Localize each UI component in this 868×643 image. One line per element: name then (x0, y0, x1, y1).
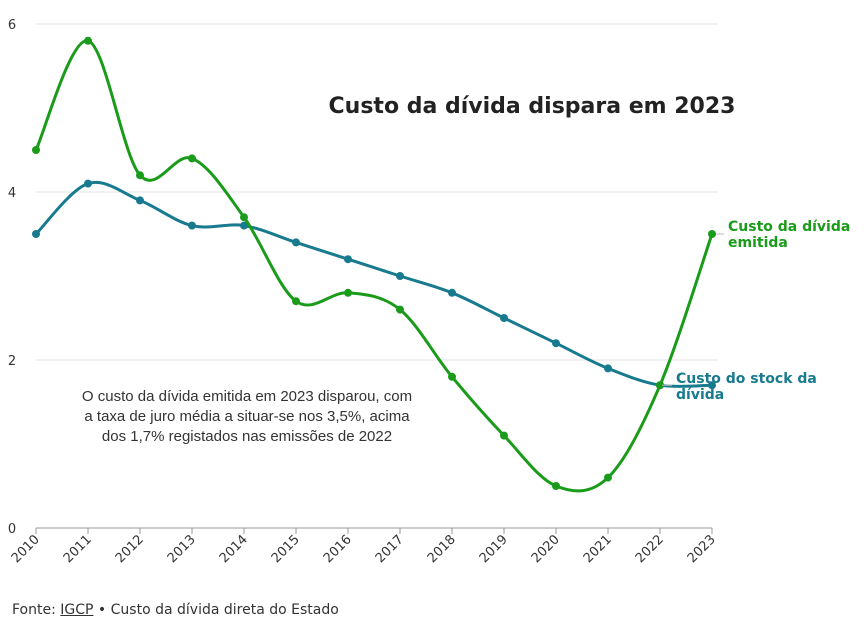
x-tick-label: 2013 (165, 532, 199, 566)
data-point (188, 154, 196, 163)
footer-prefix: Fonte: (12, 602, 61, 618)
data-point (136, 196, 144, 205)
data-point (552, 482, 560, 490)
y-tick-label: 0 (8, 522, 16, 537)
data-point (396, 305, 404, 314)
series-group (32, 36, 716, 493)
x-tick-label: 2021 (581, 532, 615, 566)
data-point (136, 171, 144, 180)
data-point (604, 473, 612, 482)
x-axis: 2010 2011 2012 2013 2014 2015 2016 2017 2018 2019… (9, 527, 719, 566)
gridlines (36, 23, 718, 361)
source-link[interactable]: IGCP (60, 602, 94, 618)
y-tick-label: 2 (8, 354, 16, 369)
y-tick-label: 4 (8, 186, 16, 201)
y-tick-label: 6 (8, 18, 16, 33)
data-point (500, 431, 508, 440)
x-tick-label: 2023 (685, 532, 719, 566)
x-tick-label: 2014 (217, 532, 251, 566)
footer: Fonte: IGCP • Custo da dívida direta do … (12, 602, 339, 618)
data-point (708, 381, 716, 390)
data-point (84, 36, 92, 45)
x-tick-label: 2012 (113, 532, 147, 566)
annotation-line: dos 1,7% registados nas emissões de 2022 (102, 428, 392, 445)
data-point (240, 221, 248, 230)
series-label: dívida (676, 387, 724, 403)
x-tick-label: 2010 (9, 532, 43, 566)
data-point (32, 230, 40, 238)
x-tick-label: 2019 (477, 532, 511, 566)
data-point (448, 288, 456, 297)
x-tick-label: 2017 (373, 532, 407, 566)
series-label: Custo do stock da (676, 371, 817, 387)
x-tick-label: 2011 (61, 532, 95, 566)
x-tick-label: 2020 (529, 532, 563, 566)
data-point (448, 372, 456, 381)
data-point (292, 297, 300, 306)
x-tick-label: 2015 (269, 532, 303, 566)
annotation-line: a taxa de juro média a situar-se nos 3,5… (84, 408, 410, 425)
data-point (396, 272, 404, 280)
series-label: emitida (728, 235, 788, 251)
footer-separator: • (93, 602, 111, 618)
data-point (500, 314, 508, 322)
x-tick-label: 2016 (321, 532, 355, 566)
annotation-line: O custo da dívida emitida em 2023 dispar… (82, 388, 412, 405)
series-line (34, 180, 714, 388)
series-label: Custo da dívida (728, 219, 850, 235)
data-point (604, 364, 612, 373)
data-point (708, 230, 716, 238)
chart-title: Custo da dívida dispara em 2023 (329, 94, 736, 119)
data-point (552, 339, 560, 348)
data-point (292, 238, 300, 247)
data-point (32, 146, 40, 154)
data-point (344, 255, 352, 264)
data-point (344, 288, 352, 297)
x-tick-label: 2022 (633, 532, 667, 566)
x-tick-label: 2018 (425, 532, 459, 566)
footer-description: Custo da dívida direta do Estado (110, 602, 339, 618)
annotation: O custo da dívida emitida em 2023 dispar… (82, 388, 412, 445)
data-point (188, 221, 196, 230)
data-point (240, 213, 248, 222)
data-point (84, 179, 92, 188)
y-axis-ticks: 0 2 4 6 (8, 18, 16, 537)
data-point (656, 381, 664, 390)
